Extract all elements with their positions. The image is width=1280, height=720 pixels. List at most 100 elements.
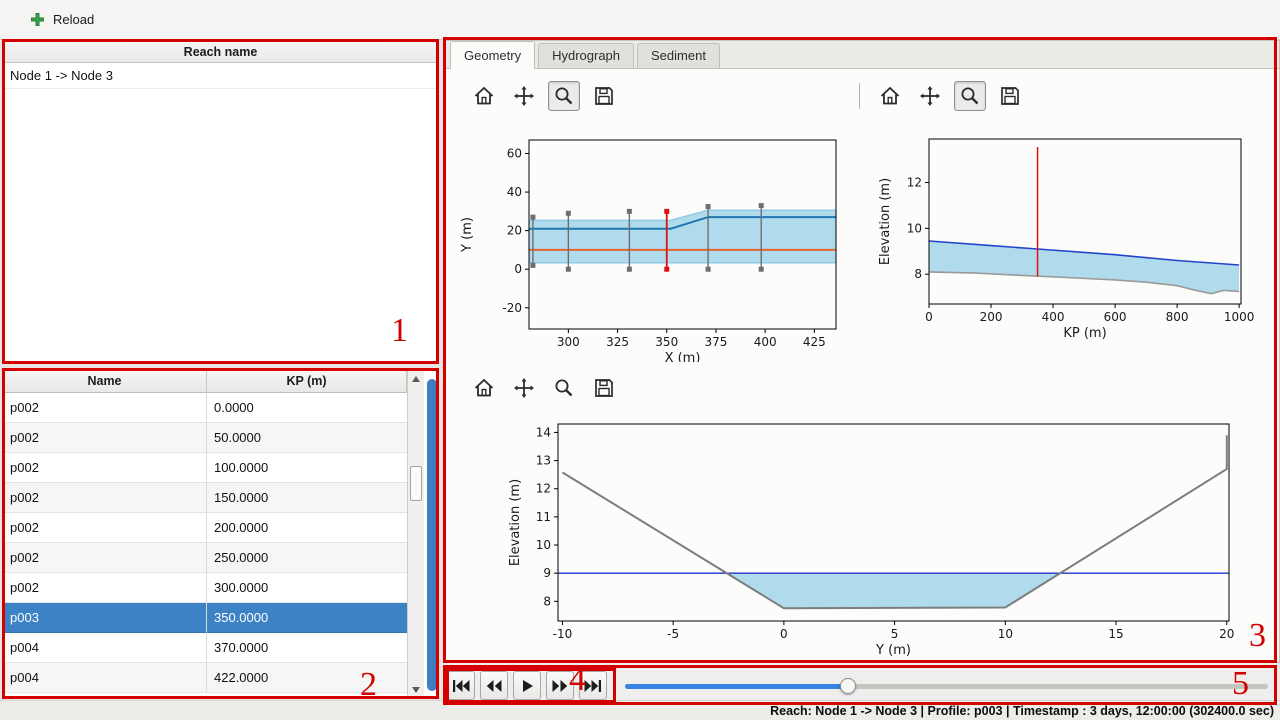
overlay-scrollbar[interactable] xyxy=(427,379,437,691)
zoom-button[interactable] xyxy=(548,373,580,403)
table-scrollbar[interactable] xyxy=(407,370,424,698)
step-back-button[interactable] xyxy=(480,671,508,700)
pan-button[interactable] xyxy=(508,373,540,403)
table-row[interactable]: p002 250.0000 xyxy=(3,543,438,573)
plan-plot-toolbar xyxy=(468,81,620,111)
svg-text:375: 375 xyxy=(705,335,728,349)
table-row[interactable]: p004 422.0000 xyxy=(3,663,438,693)
home-button[interactable] xyxy=(468,373,500,403)
table-row[interactable]: p002 100.0000 xyxy=(3,453,438,483)
cell-kp: 370.0000 xyxy=(207,633,407,663)
table-row[interactable]: p002 0.0000 xyxy=(3,393,438,423)
svg-text:KP (m): KP (m) xyxy=(1063,326,1106,341)
svg-text:12: 12 xyxy=(907,176,922,190)
zoom-button[interactable] xyxy=(548,81,580,111)
step-forward-icon xyxy=(552,679,568,692)
save-icon xyxy=(1001,87,1019,105)
svg-text:8: 8 xyxy=(543,594,551,608)
svg-text:20: 20 xyxy=(1219,627,1234,641)
profile-table-panel: Name KP (m) p002 0.0000 p002 50.0000 p002 100… xyxy=(2,369,439,699)
long-profile-chart[interactable]: 0 200 400 600 800 1000 8 10 12 KP (m) Elevation (m… xyxy=(866,119,1280,364)
home-icon xyxy=(474,86,494,105)
plan-view-chart[interactable]: 300 325 350 375 400 425 -20 0 20 40 60 X (m) Y (m) xyxy=(456,119,866,362)
cell-kp: 250.0000 xyxy=(207,543,407,573)
skip-to-end-button[interactable] xyxy=(579,671,607,700)
cell-name: p002 xyxy=(3,453,207,483)
svg-text:10: 10 xyxy=(907,221,922,235)
play-button[interactable] xyxy=(513,671,541,700)
table-row[interactable]: p002 150.0000 xyxy=(3,483,438,513)
skip-to-start-button[interactable] xyxy=(447,671,475,700)
svg-text:X (m): X (m) xyxy=(665,351,701,362)
home-icon xyxy=(880,86,900,105)
scrollbar-thumb[interactable] xyxy=(410,466,422,501)
tab-hydrograph[interactable]: Hydrograph xyxy=(538,43,635,68)
tab-geometry[interactable]: Geometry xyxy=(450,41,536,69)
tab-sediment[interactable]: Sediment xyxy=(637,43,720,68)
home-button[interactable] xyxy=(468,81,500,111)
svg-text:-10: -10 xyxy=(553,627,573,641)
reload-icon xyxy=(31,13,44,26)
skip-to-start-icon xyxy=(453,679,470,692)
time-slider-track[interactable] xyxy=(625,684,1268,689)
svg-text:5: 5 xyxy=(891,627,899,641)
table-row[interactable]: p004 370.0000 xyxy=(3,633,438,663)
profile-plot-toolbar xyxy=(874,81,1026,111)
column-header-kp[interactable]: KP (m) xyxy=(207,370,407,393)
column-header-name[interactable]: Name xyxy=(3,370,207,393)
triangle-up-icon xyxy=(412,375,420,382)
step-forward-button[interactable] xyxy=(546,671,574,700)
cell-name: p002 xyxy=(3,393,207,423)
scrollbar-up-arrow[interactable] xyxy=(408,371,424,386)
play-icon xyxy=(523,679,533,692)
save-button[interactable] xyxy=(588,81,620,111)
svg-text:350: 350 xyxy=(655,335,678,349)
zoom-icon xyxy=(555,379,573,397)
home-icon xyxy=(474,378,494,397)
svg-text:60: 60 xyxy=(507,147,522,161)
reload-button[interactable]: Reload xyxy=(22,8,102,31)
pan-icon xyxy=(514,378,534,398)
step-back-icon xyxy=(486,679,502,692)
pan-button[interactable] xyxy=(508,81,540,111)
save-button[interactable] xyxy=(588,373,620,403)
zoom-button[interactable] xyxy=(954,81,986,111)
cell-name: p004 xyxy=(3,633,207,663)
svg-text:9: 9 xyxy=(543,566,551,580)
time-slider-handle[interactable] xyxy=(840,678,857,694)
pan-icon xyxy=(920,86,940,106)
reach-list: Node 1 -> Node 3 xyxy=(3,63,438,89)
svg-text:11: 11 xyxy=(536,510,551,524)
cell-name: p003 xyxy=(3,603,207,633)
tab-bar: Geometry Hydrograph Sediment xyxy=(444,41,1279,69)
reach-list-header: Reach name xyxy=(3,41,438,63)
svg-text:8: 8 xyxy=(914,267,922,281)
main-toolbar: Reload xyxy=(0,0,1280,40)
table-row[interactable]: p003 350.0000 xyxy=(3,603,438,633)
results-panel: Geometry Hydrograph Sediment xyxy=(443,40,1280,663)
svg-text:0: 0 xyxy=(514,262,522,276)
svg-text:800: 800 xyxy=(1166,310,1189,324)
svg-text:40: 40 xyxy=(507,185,522,199)
reach-list-panel: Reach name Node 1 -> Node 3 xyxy=(2,40,439,364)
pan-button[interactable] xyxy=(914,81,946,111)
svg-text:325: 325 xyxy=(606,335,629,349)
save-button[interactable] xyxy=(994,81,1026,111)
reach-list-item[interactable]: Node 1 -> Node 3 xyxy=(3,63,438,89)
cross-section-chart[interactable]: -10 -5 0 5 10 15 20 8 9 10 11 12 13 14 Y (m) Elevation … xyxy=(456,409,1280,661)
table-row[interactable]: p002 300.0000 xyxy=(3,573,438,603)
svg-text:12: 12 xyxy=(536,482,551,496)
svg-text:0: 0 xyxy=(925,310,933,324)
table-row[interactable]: p002 50.0000 xyxy=(3,423,438,453)
table-row[interactable]: p002 200.0000 xyxy=(3,513,438,543)
cell-kp: 200.0000 xyxy=(207,513,407,543)
profile-table-header: Name KP (m) xyxy=(3,370,438,393)
cell-kp: 100.0000 xyxy=(207,453,407,483)
triangle-down-icon xyxy=(412,686,420,693)
scrollbar-down-arrow[interactable] xyxy=(408,682,424,697)
cell-name: p002 xyxy=(3,573,207,603)
svg-text:10: 10 xyxy=(536,538,551,552)
svg-text:600: 600 xyxy=(1104,310,1127,324)
home-button[interactable] xyxy=(874,81,906,111)
save-icon xyxy=(595,379,613,397)
